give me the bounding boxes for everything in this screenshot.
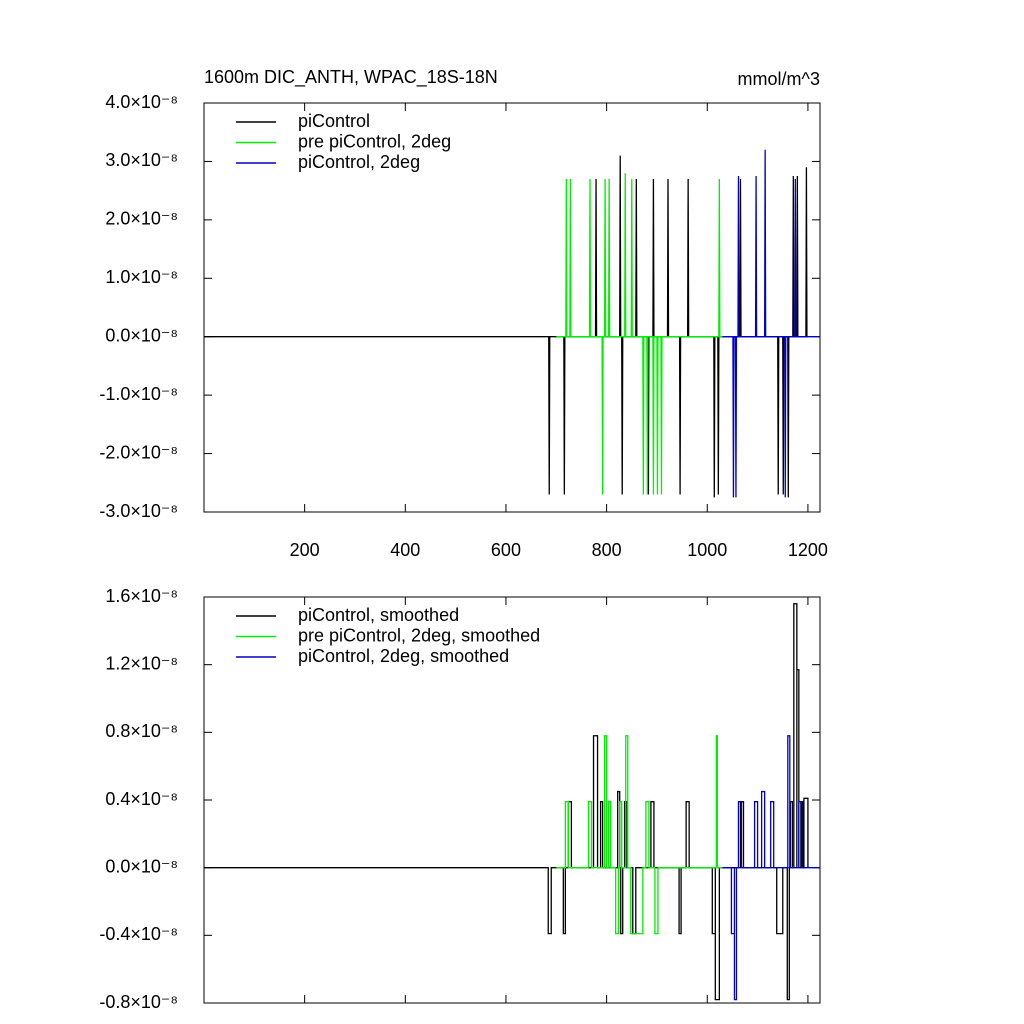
y-tick-label: 0.4×10⁻⁸	[105, 789, 178, 809]
chart-title: 1600m DIC_ANTH, WPAC_18S-18N	[204, 67, 498, 88]
series-line	[556, 173, 723, 495]
plot-frame	[203, 102, 821, 513]
y-tick-label: 0.0×10⁻⁸	[105, 856, 178, 876]
legend-label: piControl, 2deg, smoothed	[298, 646, 509, 666]
legend-label: pre piControl, 2deg	[298, 131, 451, 151]
series-line	[722, 735, 820, 1001]
y-tick-label: -3.0×10⁻⁸	[99, 501, 178, 521]
y-tick-label: 1.2×10⁻⁸	[105, 653, 178, 673]
legend-label: pre piControl, 2deg, smoothed	[298, 625, 540, 645]
series-line	[556, 735, 723, 935]
legend-label: piControl	[298, 111, 370, 131]
x-tick-label: 1200	[788, 540, 828, 560]
x-tick-label: 200	[290, 540, 320, 560]
x-tick-label: 600	[491, 540, 521, 560]
y-tick-label: 0.8×10⁻⁸	[105, 721, 178, 741]
y-tick-label: -0.4×10⁻⁸	[99, 924, 178, 944]
x-tick-label: 400	[390, 540, 420, 560]
x-tick-label: 800	[592, 540, 622, 560]
series-line	[204, 155, 808, 498]
legend-label: piControl, smoothed	[298, 605, 459, 625]
y-tick-label: 1.0×10⁻⁸	[105, 267, 178, 287]
y-tick-label: 4.0×10⁻⁸	[105, 92, 178, 112]
y-tick-label: -1.0×10⁻⁸	[99, 384, 178, 404]
x-tick-label: 1000	[687, 540, 727, 560]
y-tick-label: 3.0×10⁻⁸	[105, 150, 178, 170]
y-tick-label: 1.6×10⁻⁸	[105, 586, 178, 606]
y-tick-label: -2.0×10⁻⁸	[99, 442, 178, 462]
units-label: mmol/m^3	[738, 69, 820, 89]
plot-frame	[203, 596, 821, 1004]
y-tick-label: 0.0×10⁻⁸	[105, 325, 178, 345]
legend-label: piControl, 2deg	[298, 152, 420, 172]
y-tick-label: 2.0×10⁻⁸	[105, 209, 178, 229]
series-line	[722, 149, 820, 498]
y-tick-label: -0.8×10⁻⁸	[99, 992, 178, 1012]
